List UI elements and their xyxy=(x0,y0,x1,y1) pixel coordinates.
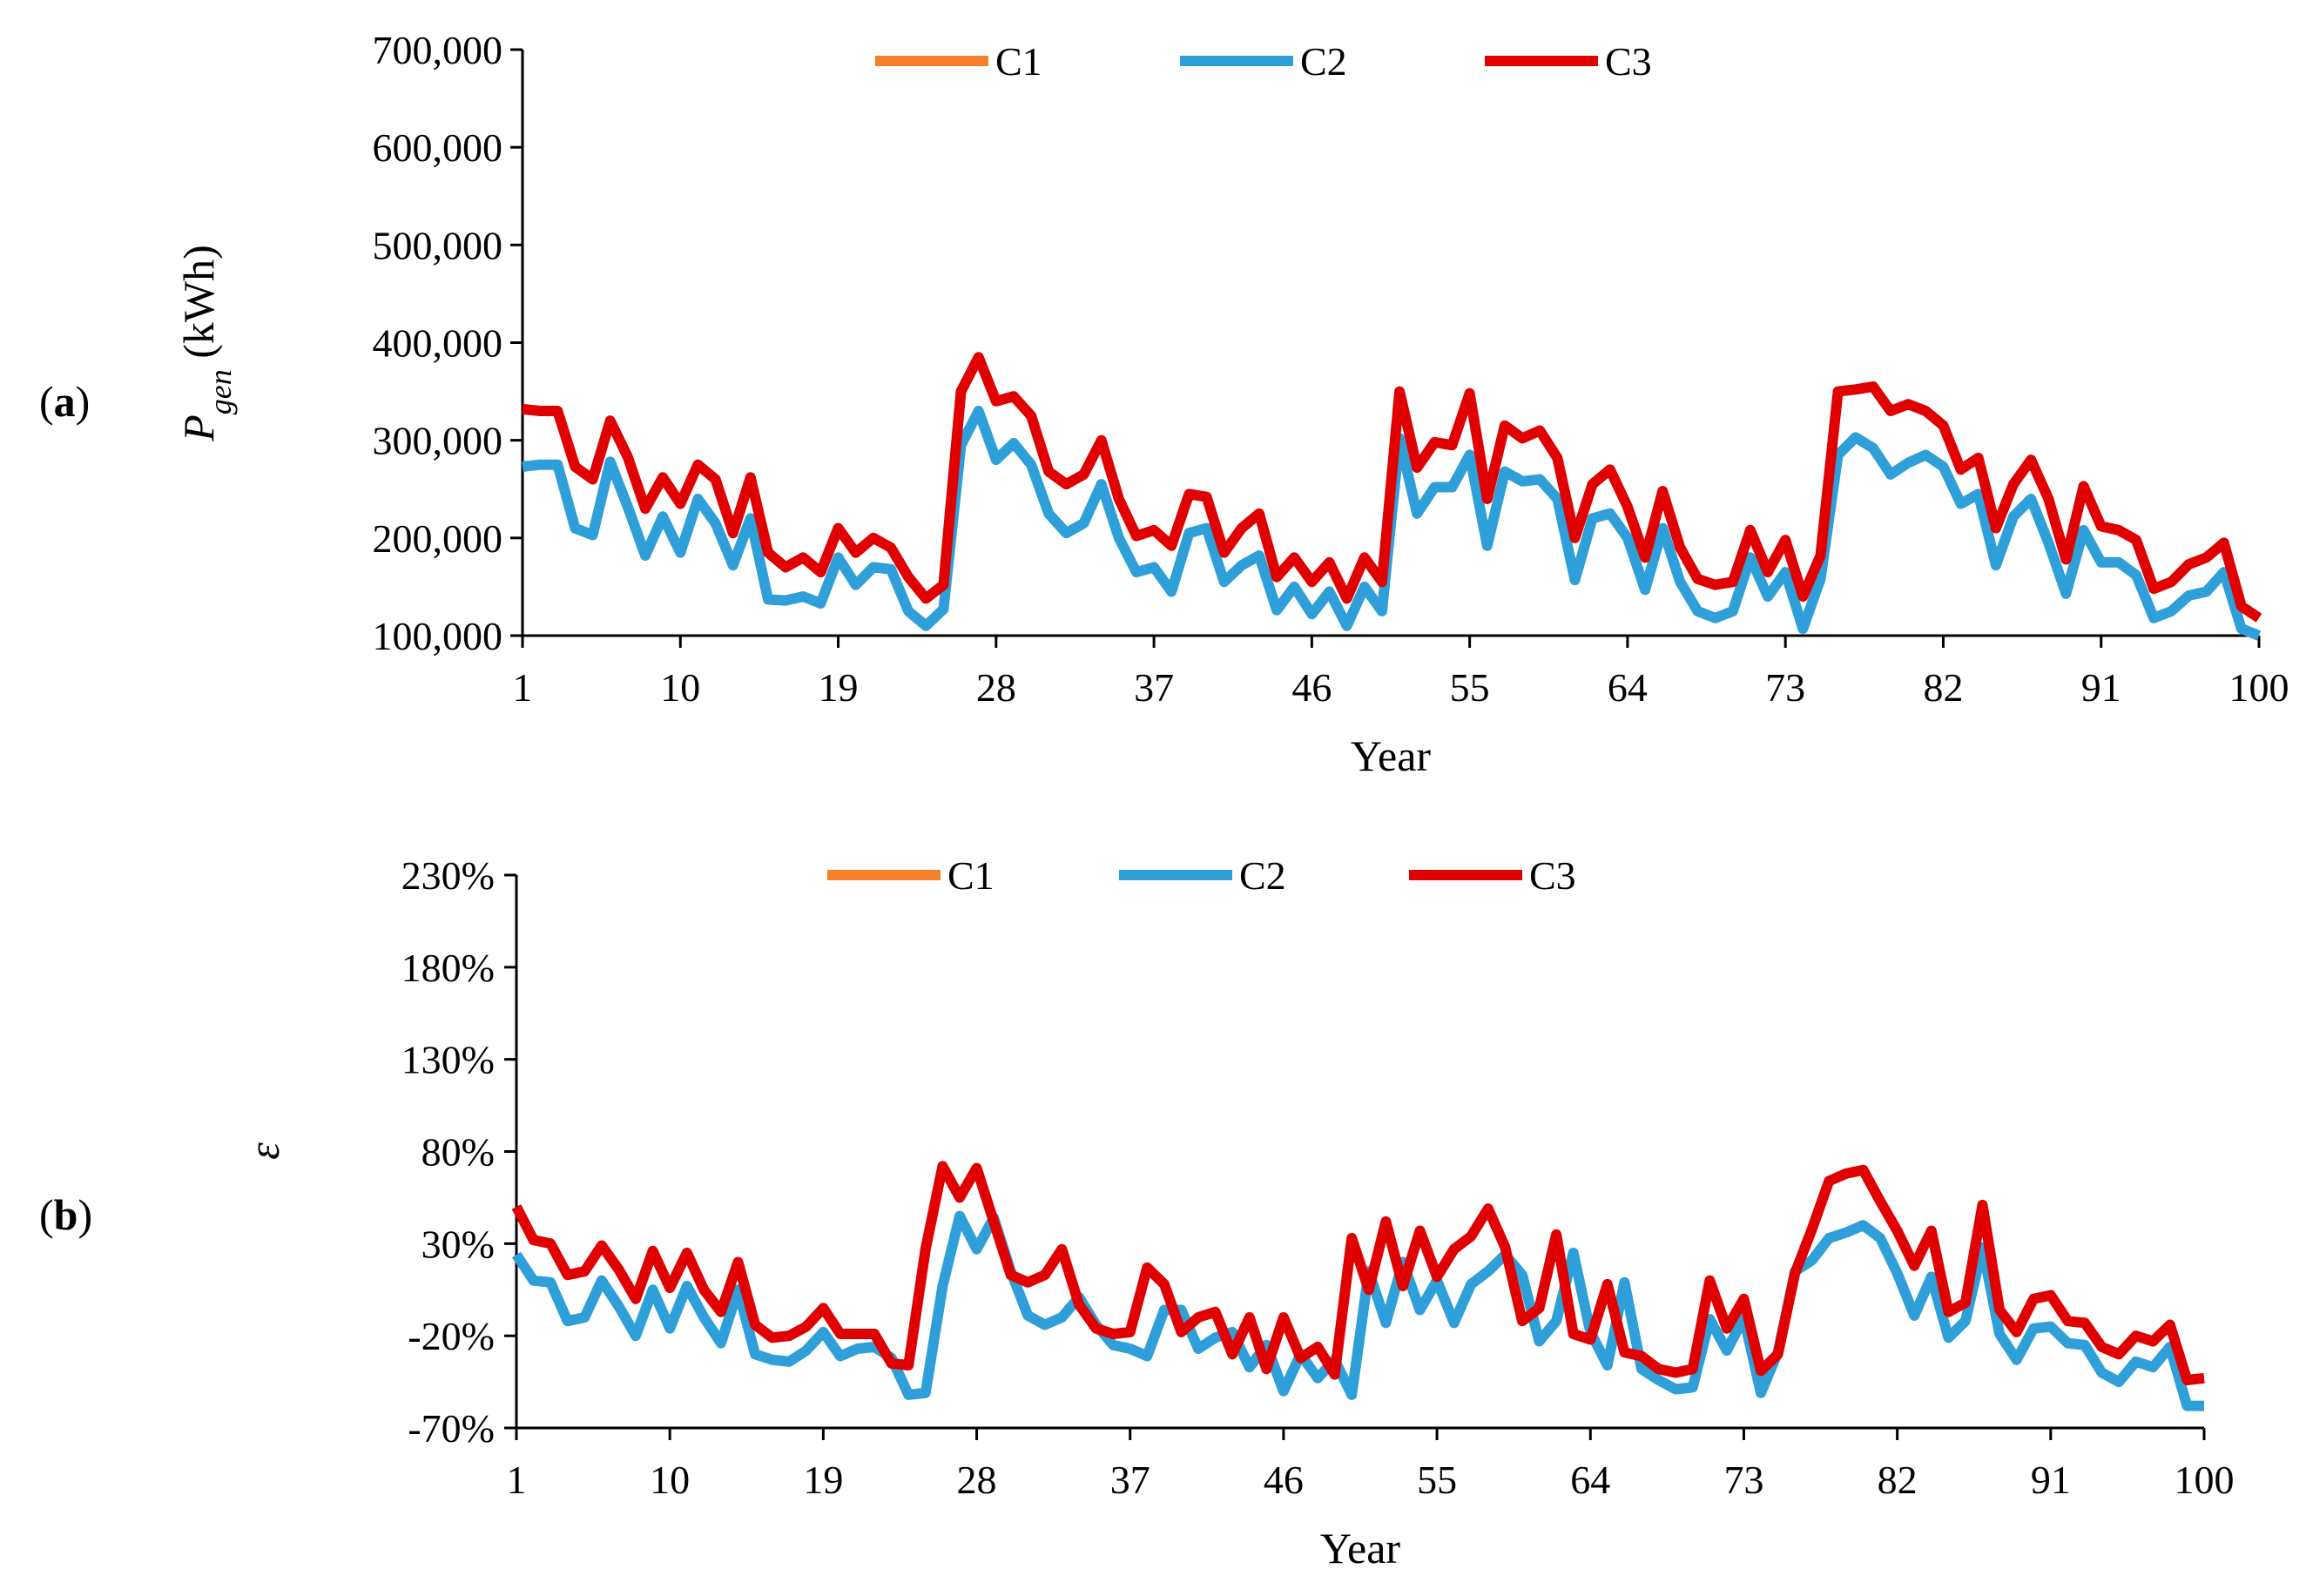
y-axis-title: Pgen (kWh) xyxy=(174,245,238,442)
legend-label-c2: C2 xyxy=(1300,39,1347,84)
legend-label-c3: C3 xyxy=(1605,39,1652,84)
legend-label-c1: C1 xyxy=(995,39,1042,84)
x-tick-label: 37 xyxy=(1110,1458,1150,1502)
x-tick-label: 19 xyxy=(803,1458,843,1502)
x-tick-label: 19 xyxy=(819,665,859,710)
legend-label-c1: C1 xyxy=(947,853,995,898)
y-tick-label: -20% xyxy=(408,1314,495,1358)
x-tick-label: 46 xyxy=(1264,1458,1304,1502)
y-tick-label: 130% xyxy=(401,1038,495,1082)
x-tick-label: 28 xyxy=(976,665,1016,710)
y-tick-label: 180% xyxy=(401,946,495,990)
y-tick-label: 700,000 xyxy=(373,28,503,72)
x-tick-label: 55 xyxy=(1417,1458,1457,1502)
x-tick-label: 1 xyxy=(513,665,533,710)
x-tick-label: 73 xyxy=(1723,1458,1763,1502)
x-tick-label: 46 xyxy=(1291,665,1332,710)
x-tick-label: 91 xyxy=(2081,665,2121,710)
y-axis-title-main: P xyxy=(174,414,223,442)
x-tick-label: 10 xyxy=(650,1458,690,1502)
y-tick-label: 400,000 xyxy=(373,321,503,366)
chart-panel-b: -70% -20% 30% 80% 130% 180% 230% 1 10 19 28 37 46 55 6… xyxy=(39,853,2235,1572)
legend-label-c3: C3 xyxy=(1529,853,1576,898)
legend-label-c2: C2 xyxy=(1239,853,1286,898)
y-tick-label: 230% xyxy=(401,853,495,898)
y-tick-label: 600,000 xyxy=(373,125,503,170)
x-axis-title: Year xyxy=(1320,1524,1400,1572)
chart-panel-a: 100,000 200,000 300,000 400,000 500,000 600,0… xyxy=(39,28,2289,780)
panel-label: (a) xyxy=(39,377,90,426)
y-tick-label: -70% xyxy=(408,1406,495,1451)
x-tick-label: 28 xyxy=(957,1458,997,1502)
x-tick-label: 82 xyxy=(1923,665,1963,710)
y-axis-title-main: ε xyxy=(239,1142,288,1160)
y-axis-title-unit: (kWh) xyxy=(174,245,223,369)
x-tick-label: 64 xyxy=(1608,665,1648,710)
series-line-c3 xyxy=(511,1161,2205,1385)
y-axis-title: ε xyxy=(239,1142,288,1160)
x-tick-label: 10 xyxy=(660,665,700,710)
y-tick-label: 500,000 xyxy=(373,223,503,267)
x-tick-label: 37 xyxy=(1134,665,1174,710)
x-tick-label: 1 xyxy=(507,1458,527,1502)
y-tick-label: 100,000 xyxy=(373,614,503,658)
series-line-c2 xyxy=(511,1210,2204,1411)
y-axis-title-subscript: gen xyxy=(203,369,238,414)
panel-letter: a xyxy=(54,377,76,426)
y-tick-label: 300,000 xyxy=(373,419,503,463)
y-tick-label: 80% xyxy=(421,1130,495,1175)
x-tick-label: 73 xyxy=(1765,665,1805,710)
y-tick-label: 200,000 xyxy=(373,516,503,561)
x-tick-label: 100 xyxy=(2175,1458,2235,1502)
y-tick-label: 30% xyxy=(421,1222,495,1266)
series-line-c3 xyxy=(522,352,2262,623)
x-tick-label: 100 xyxy=(2229,665,2289,710)
panel-letter: b xyxy=(54,1190,78,1239)
x-axis-title: Year xyxy=(1351,731,1431,780)
x-tick-label: 82 xyxy=(1878,1458,1918,1502)
x-tick-label: 55 xyxy=(1450,665,1490,710)
x-tick-label: 91 xyxy=(2031,1458,2071,1502)
panel-label: (b) xyxy=(39,1190,92,1239)
x-tick-label: 64 xyxy=(1570,1458,1610,1502)
